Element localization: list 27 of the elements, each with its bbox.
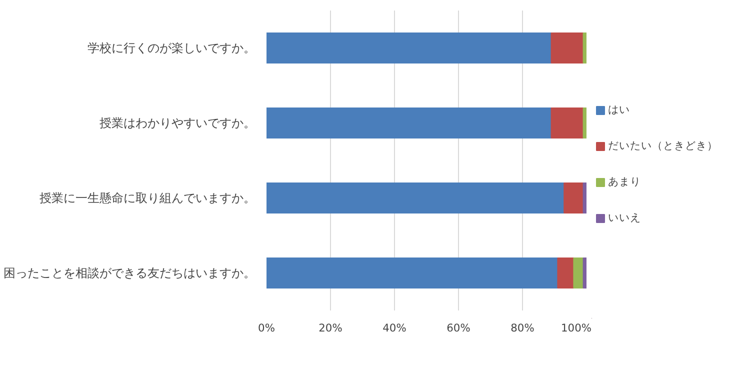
- bar: [564, 182, 584, 214]
- x-tick-label: 20%: [318, 322, 342, 334]
- bar: [266, 182, 565, 214]
- bar: [557, 258, 574, 288]
- legend-label: はい: [608, 103, 630, 117]
- bar: [550, 32, 584, 64]
- y-tick-label: 授業はわかりやすいですか。: [100, 116, 256, 130]
- x-tick-label: 40%: [382, 322, 406, 334]
- bar: [582, 258, 586, 288]
- bar: [582, 32, 586, 64]
- x-tick-label: 0%: [258, 322, 275, 334]
- legend-label: あまり: [608, 175, 641, 189]
- x-tick-label: 80%: [510, 322, 534, 334]
- y-tick-label: 授業に一生懸命に取り組んでいますか。: [40, 191, 256, 205]
- x-tick-label: 60%: [446, 322, 470, 334]
- y-tick-label: 困ったことを相談ができる友だちはいますか。: [4, 266, 256, 280]
- bar: [582, 108, 586, 138]
- bar: [266, 258, 558, 288]
- bar: [266, 108, 552, 138]
- legend-label: だいたい（ときどき）: [608, 139, 718, 153]
- legend-label: いいえ: [608, 211, 641, 225]
- y-tick-label: 学校に行くのが楽しいですか。: [88, 41, 256, 55]
- bar: [266, 32, 552, 64]
- bar: [582, 182, 586, 214]
- bar: [550, 108, 584, 138]
- bar: [573, 258, 584, 288]
- x-tick-label: 100%: [561, 322, 592, 334]
